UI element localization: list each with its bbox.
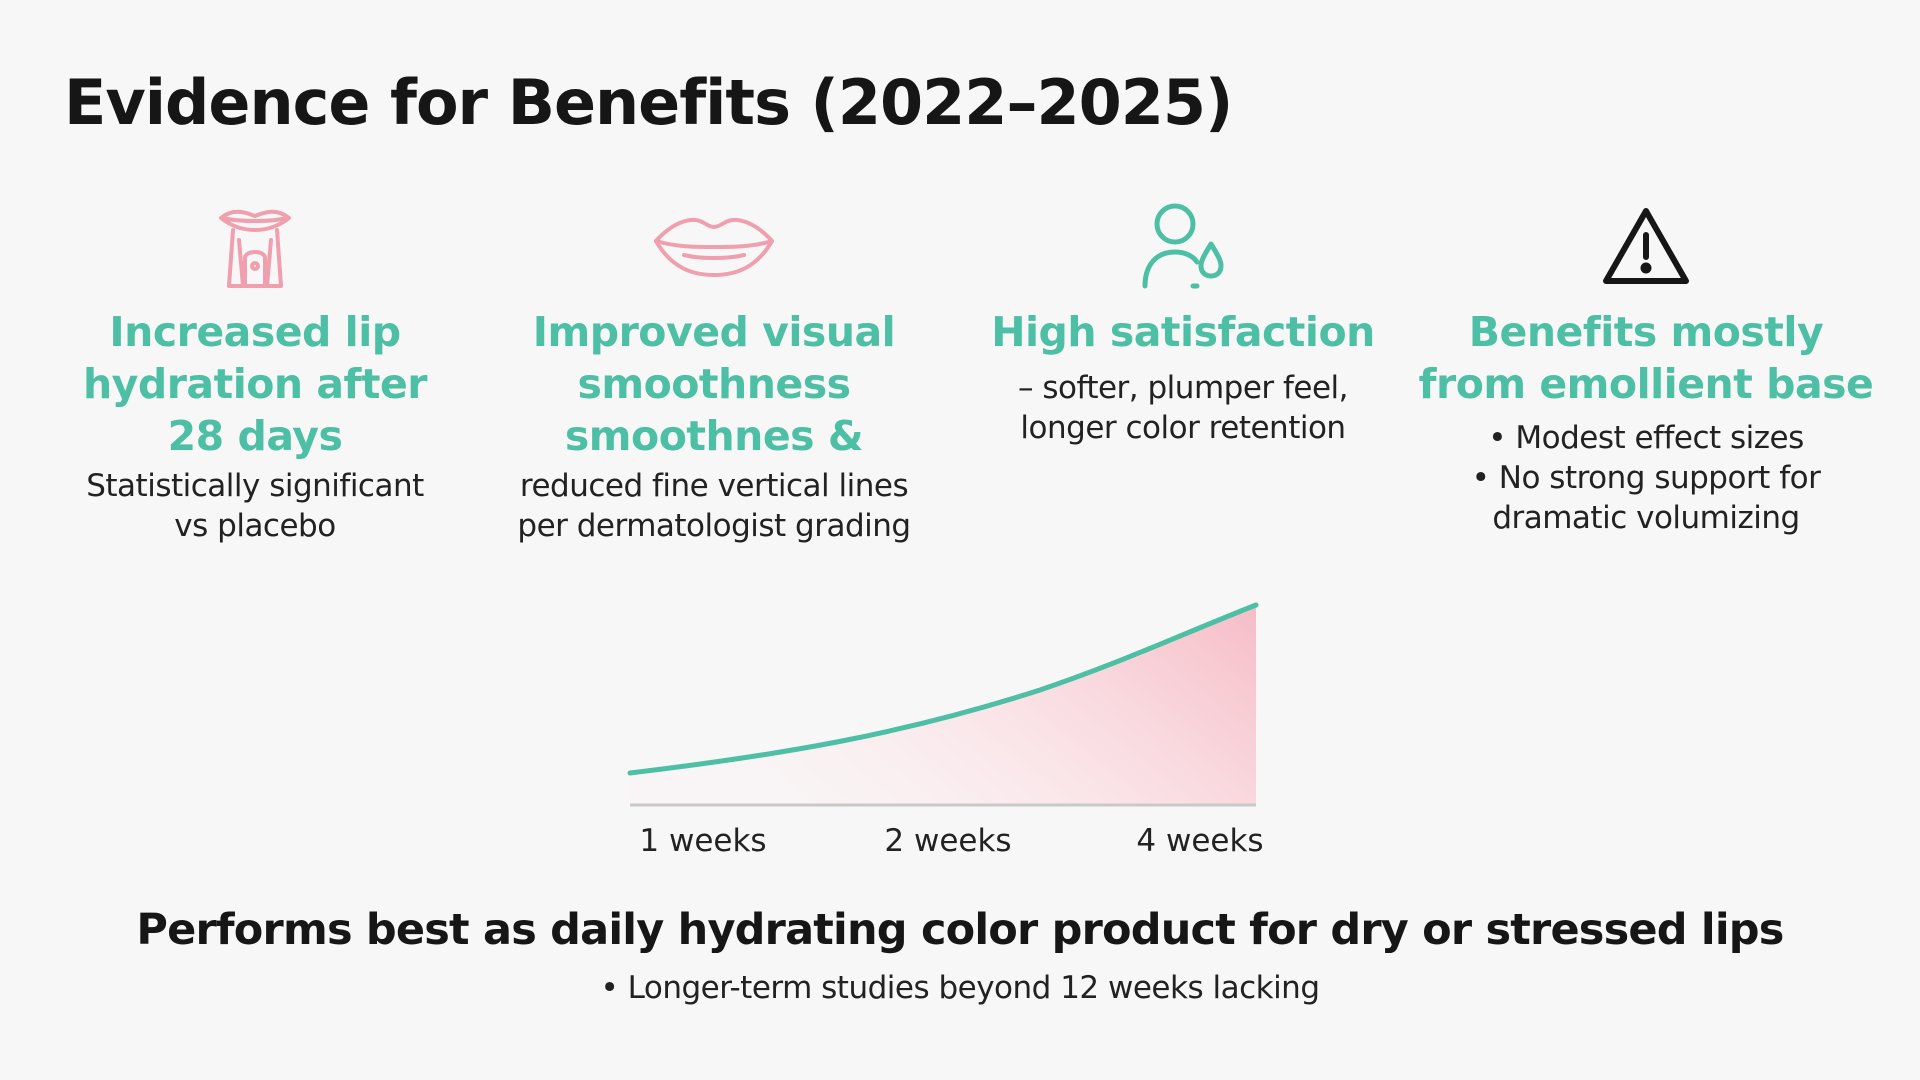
x-tick-label: 4 weeks xyxy=(1136,823,1263,859)
benefit-card-hydration: Increased lip hydration after 28 days St… xyxy=(25,200,485,546)
benefit-heading: Increased lip hydration after 28 days xyxy=(82,308,428,460)
hydration-trend-chart: 1 weeks 2 weeks 4 weeks xyxy=(627,602,1264,859)
x-tick-label: 2 weeks xyxy=(884,823,1011,859)
benefit-description: Statistically significant vs placebo xyxy=(86,468,424,544)
benefit-description: • Modest effect sizes • No strong suppor… xyxy=(1471,420,1821,536)
summary-note: • Longer-term studies beyond 12 weeks la… xyxy=(600,970,1320,1006)
benefit-heading: Benefits mostly from emollient base xyxy=(1418,308,1874,408)
benefit-card-smoothness: Improved visual smoothness smoothnes & r… xyxy=(484,200,944,546)
x-tick-label: 1 weeks xyxy=(639,823,766,859)
benefit-heading: Improved visual smoothness smoothnes & xyxy=(532,308,896,460)
chart-trend-line xyxy=(627,602,1259,776)
benefit-description: reduced fine vertical lines per dermatol… xyxy=(517,468,911,544)
benefit-description: – softer, plumper feel, longer color ret… xyxy=(1017,370,1349,446)
lip-product-icon xyxy=(25,200,485,292)
summary-statement: Performs best as daily hydrating color p… xyxy=(136,905,1784,955)
user-drop-icon xyxy=(953,200,1413,292)
benefit-card-satisfaction: High satisfaction – softer, plumper feel… xyxy=(953,200,1413,448)
page-title: Evidence for Benefits (2022–2025) xyxy=(64,66,1233,139)
benefit-heading: High satisfaction xyxy=(991,308,1375,356)
warning-icon xyxy=(1416,200,1876,292)
lips-icon xyxy=(484,200,944,292)
chart-area-fill xyxy=(630,605,1256,805)
benefit-card-caveats: Benefits mostly from emollient base • Mo… xyxy=(1416,200,1876,538)
